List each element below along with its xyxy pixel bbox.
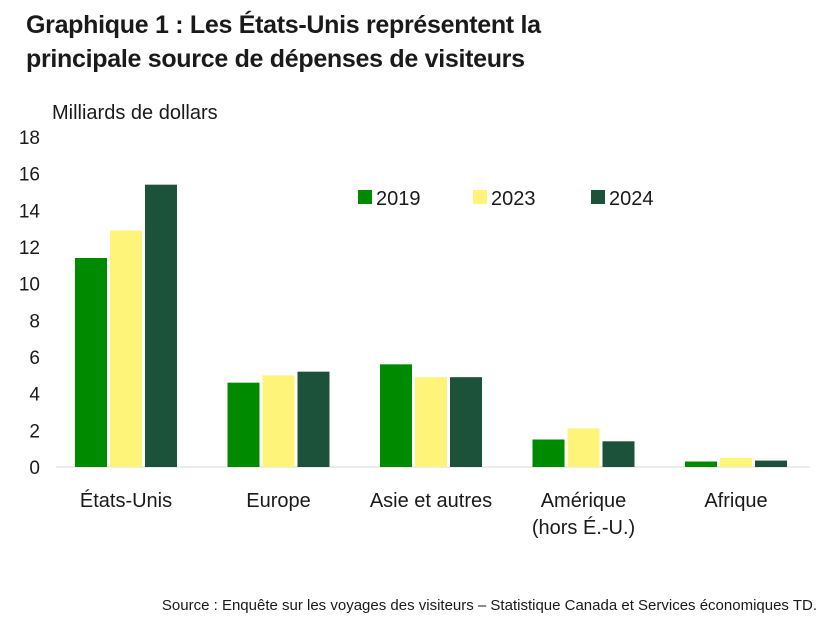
bar-2019-3: [380, 364, 412, 467]
y-tick-label: 18: [19, 128, 40, 149]
bar-2024-5: [755, 460, 787, 467]
y-tick-label: 14: [19, 201, 41, 222]
bar-2023-1: [110, 230, 142, 467]
y-tick-label: 8: [29, 311, 40, 332]
bar-2024-1: [145, 184, 177, 467]
bar-2023-2: [262, 375, 295, 467]
x-axis-categories: États-Unis Europe Asie et autres Amérique (h…: [80, 489, 768, 539]
chart-title-line-2: principale source de dépenses de visiteu…: [26, 45, 525, 73]
bar-2019-1: [75, 258, 107, 467]
x-category-label: Afrique: [704, 490, 767, 512]
y-tick-label: 2: [29, 421, 40, 442]
y-tick-label: 0: [29, 458, 40, 479]
bar-2024-4: [602, 441, 635, 467]
bar-2024-2: [297, 371, 330, 467]
x-category-label: Asie et autres: [370, 490, 492, 512]
x-category-label: Amérique: [541, 490, 627, 512]
bar-2019-2: [227, 382, 260, 467]
legend-swatch-2019: [358, 190, 372, 204]
bar-2024-3: [450, 377, 482, 467]
bar-2019-4: [532, 439, 565, 467]
x-category-label: Europe: [246, 490, 311, 512]
y-tick-label: 4: [29, 385, 40, 406]
bar-2023-5: [720, 457, 752, 467]
bar-2023-4: [567, 428, 600, 467]
legend-label-2024: 2024: [609, 188, 654, 210]
y-axis-ticks: 0 2 4 6 8 10 12 14 16 18: [19, 128, 41, 479]
x-category-label: (hors É.-U.): [532, 516, 635, 539]
legend-label-2023: 2023: [491, 188, 536, 210]
y-tick-label: 12: [19, 238, 40, 259]
legend-swatch-2023: [473, 190, 487, 204]
bar-series: [75, 184, 787, 467]
x-category-label: États-Unis: [80, 489, 172, 512]
legend-label-2019: 2019: [376, 188, 421, 210]
y-tick-label: 10: [19, 275, 40, 296]
y-tick-label: 16: [19, 165, 40, 186]
y-tick-label: 6: [29, 348, 40, 369]
chart-title: Graphique 1 : Les États-Unis représenten…: [26, 8, 806, 76]
y-axis-unit-label: Milliards de dollars: [52, 102, 218, 124]
source-note: Source : Enquête sur les voyages des vis…: [161, 597, 817, 614]
bar-2019-5: [685, 461, 717, 467]
legend: 2019 2023 2024: [358, 188, 654, 210]
legend-swatch-2024: [591, 190, 605, 204]
bar-2023-3: [415, 377, 447, 467]
chart-title-line-1: Graphique 1 : Les États-Unis représenten…: [26, 11, 541, 39]
